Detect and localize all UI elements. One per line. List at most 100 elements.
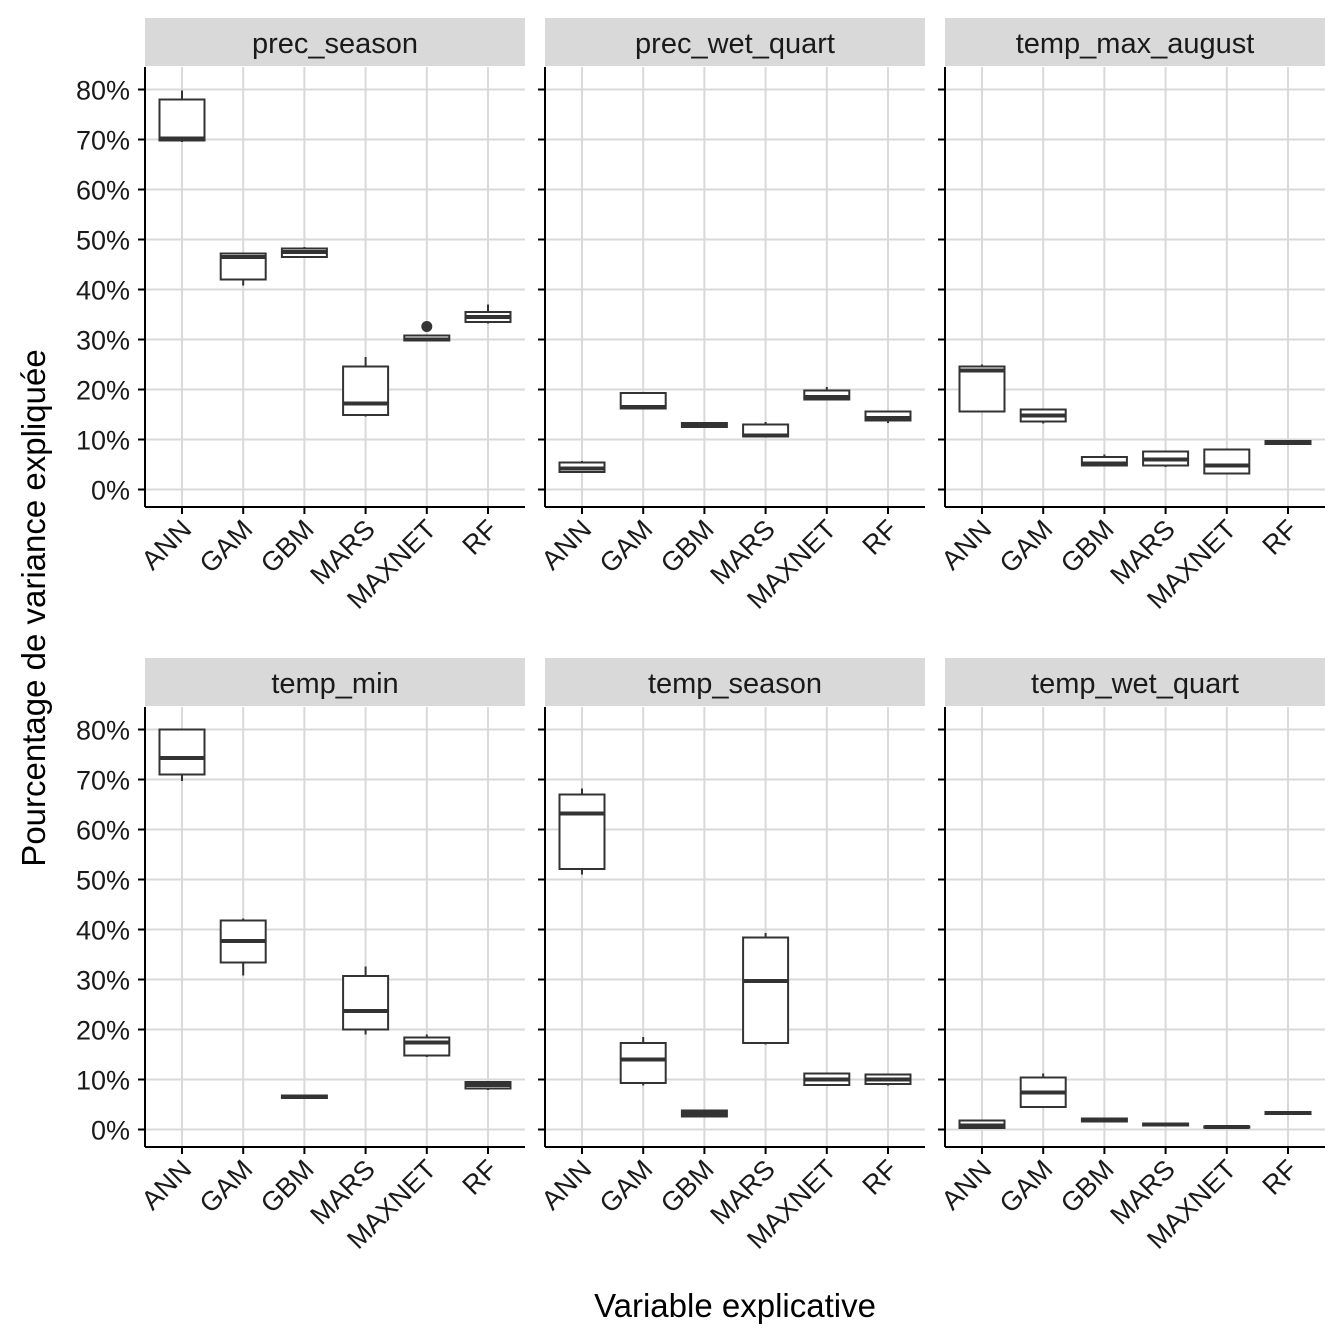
facet-strip [945, 658, 1325, 706]
box-GAM [219, 918, 267, 976]
box-ANN [958, 1119, 1006, 1129]
y-axis-title: Pourcentage de variance expliquée [15, 349, 52, 866]
box-GAM [219, 252, 267, 286]
box-GBM [1080, 1117, 1128, 1123]
box-iqr [342, 365, 390, 416]
box-ANN [158, 728, 206, 781]
box-MARS [342, 966, 390, 1035]
box-RF [464, 1081, 512, 1090]
facet-label-prec_wet_quart: prec_wet_quart [635, 28, 835, 60]
facet-label-prec_season: prec_season [252, 28, 418, 60]
facet-label-temp_min: temp_min [271, 668, 398, 700]
box-ANN [558, 461, 606, 473]
chart-panels: prec_season 0% 10% 20% 30% 40% 50% 60% 70% 80% ANN… [76, 18, 1325, 1255]
box-iqr [342, 975, 390, 1031]
y-tick-label: 40% [76, 276, 130, 306]
panel-prec_season: prec_season 0% 10% 20% 30% 40% 50% 60% 70% 80% ANN… [76, 18, 525, 615]
box-iqr [742, 936, 790, 1044]
box-ANN [958, 364, 1006, 413]
facet-strip [545, 18, 925, 66]
box-MAXNET [803, 1072, 851, 1086]
x-tick-label-ANN: ANN [936, 514, 998, 576]
box-GAM [619, 392, 667, 410]
box-RF [864, 410, 912, 423]
box-iqr [958, 365, 1006, 413]
box-MARS [342, 357, 390, 417]
y-tick-label: 50% [76, 866, 130, 896]
outlier-point [421, 321, 433, 332]
y-tick-label: 60% [76, 176, 130, 206]
x-tick-label-RF: RF [857, 1154, 904, 1201]
box-GBM [1080, 454, 1128, 467]
box-GAM [1019, 408, 1067, 424]
box-iqr [619, 1042, 667, 1084]
x-tick-label-GAM: GAM [994, 514, 1059, 579]
y-tick-label: 30% [76, 326, 130, 356]
box-RF [1264, 1111, 1312, 1115]
box-RF [464, 304, 512, 324]
panel-temp_min: temp_min 0% 10% 20% 30% 40% 50% 60% 70% 80% ANNGAM… [76, 658, 525, 1255]
box-MAXNET [403, 321, 451, 342]
x-tick-label-RF: RF [1257, 1154, 1304, 1201]
y-tick-label: 10% [76, 1066, 130, 1096]
box-iqr [158, 98, 206, 142]
y-tick-label: 20% [76, 1016, 130, 1046]
x-tick-label-ANN: ANN [536, 1154, 598, 1216]
box-RF [1264, 440, 1312, 445]
x-tick-label-GAM: GAM [994, 1154, 1059, 1219]
y-tick-label: 50% [76, 226, 130, 256]
x-axis-title: Variable explicative [594, 1287, 876, 1324]
facet-strip [145, 658, 525, 706]
box-iqr [158, 728, 206, 776]
facet-label-temp_max_august: temp_max_august [1016, 28, 1255, 60]
box-MAXNET [1203, 448, 1251, 475]
box-MAXNET [403, 1034, 451, 1057]
box-iqr [558, 793, 606, 870]
box-MAXNET [1203, 1125, 1251, 1129]
x-tick-label-RF: RF [457, 1154, 504, 1201]
x-tick-label-GAM: GAM [194, 1154, 259, 1219]
box-GAM [619, 1037, 667, 1086]
x-tick-label-RF: RF [457, 514, 504, 561]
y-tick-label: 0% [91, 1116, 130, 1146]
box-MARS [742, 933, 790, 1045]
x-tick-label-RF: RF [1257, 514, 1304, 561]
x-tick-label-GAM: GAM [594, 514, 659, 579]
y-tick-label: 20% [76, 376, 130, 406]
y-tick-label: 60% [76, 816, 130, 846]
box-MARS [1142, 450, 1190, 467]
y-tick-label: 30% [76, 966, 130, 996]
facet-strip [145, 18, 525, 66]
box-GAM [1019, 1073, 1067, 1108]
box-ANN [158, 90, 206, 142]
y-tick-label: 40% [76, 916, 130, 946]
y-tick-label: 70% [76, 126, 130, 156]
box-MAXNET [803, 387, 851, 401]
y-tick-label: 0% [91, 476, 130, 506]
box-iqr [1203, 448, 1251, 475]
box-GBM [280, 1094, 328, 1099]
box-RF [864, 1073, 912, 1086]
box-MARS [1142, 1122, 1190, 1127]
x-tick-label-GAM: GAM [594, 1154, 659, 1219]
box-GBM [680, 422, 728, 428]
x-tick-label-ANN: ANN [136, 514, 198, 576]
facet-strip [545, 658, 925, 706]
x-tick-label-GAM: GAM [194, 514, 259, 579]
facet-strip [945, 18, 1325, 66]
y-tick-label: 10% [76, 426, 130, 456]
y-tick-label: 80% [76, 716, 130, 746]
x-tick-label-ANN: ANN [136, 1154, 198, 1216]
y-tick-label: 70% [76, 766, 130, 796]
box-MARS [742, 422, 790, 438]
facet-label-temp_season: temp_season [648, 668, 822, 700]
box-ANN [558, 788, 606, 875]
x-tick-label-ANN: ANN [536, 514, 598, 576]
box-iqr [403, 1036, 451, 1057]
box-GBM [680, 1109, 728, 1118]
